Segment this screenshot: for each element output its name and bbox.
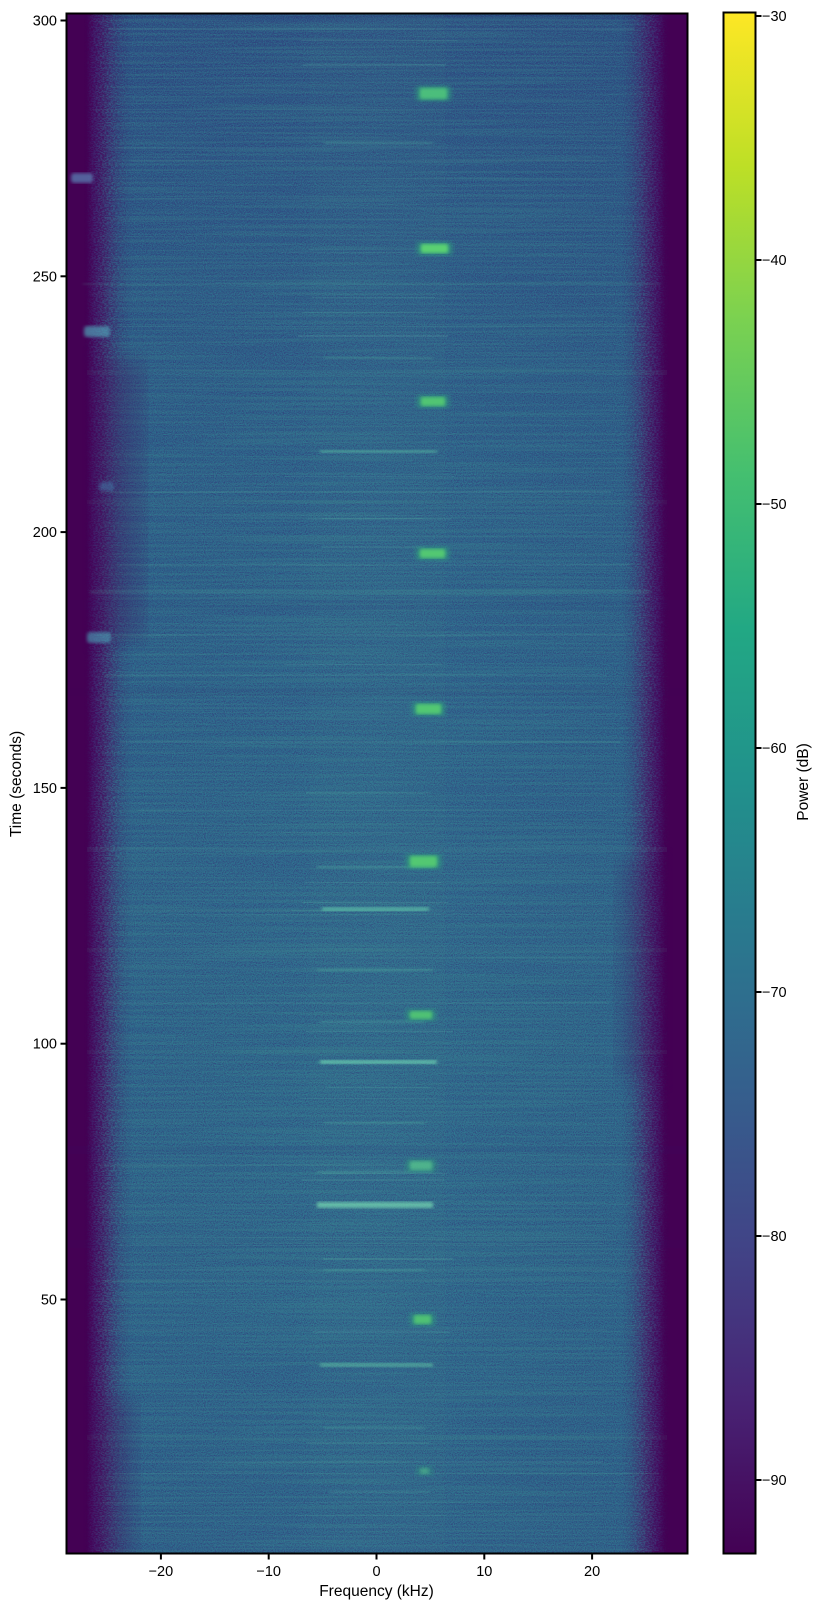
svg-text:Frequency (kHz): Frequency (kHz) — [319, 1583, 434, 1600]
svg-text:−50: −50 — [762, 497, 787, 513]
svg-text:Power (dB): Power (dB) — [795, 743, 812, 821]
svg-text:20: 20 — [584, 1564, 600, 1580]
svg-text:10: 10 — [476, 1564, 492, 1580]
svg-text:−40: −40 — [762, 253, 787, 269]
svg-text:−90: −90 — [762, 1473, 787, 1489]
svg-text:150: 150 — [33, 781, 57, 797]
svg-text:300: 300 — [33, 14, 57, 30]
svg-text:200: 200 — [33, 525, 57, 541]
svg-text:−30: −30 — [762, 9, 787, 25]
svg-text:0: 0 — [372, 1564, 380, 1580]
svg-text:250: 250 — [33, 269, 57, 285]
svg-text:50: 50 — [41, 1293, 57, 1309]
svg-text:100: 100 — [33, 1037, 57, 1053]
svg-text:−80: −80 — [762, 1229, 787, 1245]
svg-text:Time (seconds): Time (seconds) — [8, 731, 25, 837]
svg-text:−70: −70 — [762, 985, 787, 1001]
svg-text:−10: −10 — [256, 1564, 281, 1580]
svg-text:−60: −60 — [762, 741, 787, 757]
svg-text:−20: −20 — [149, 1564, 174, 1580]
